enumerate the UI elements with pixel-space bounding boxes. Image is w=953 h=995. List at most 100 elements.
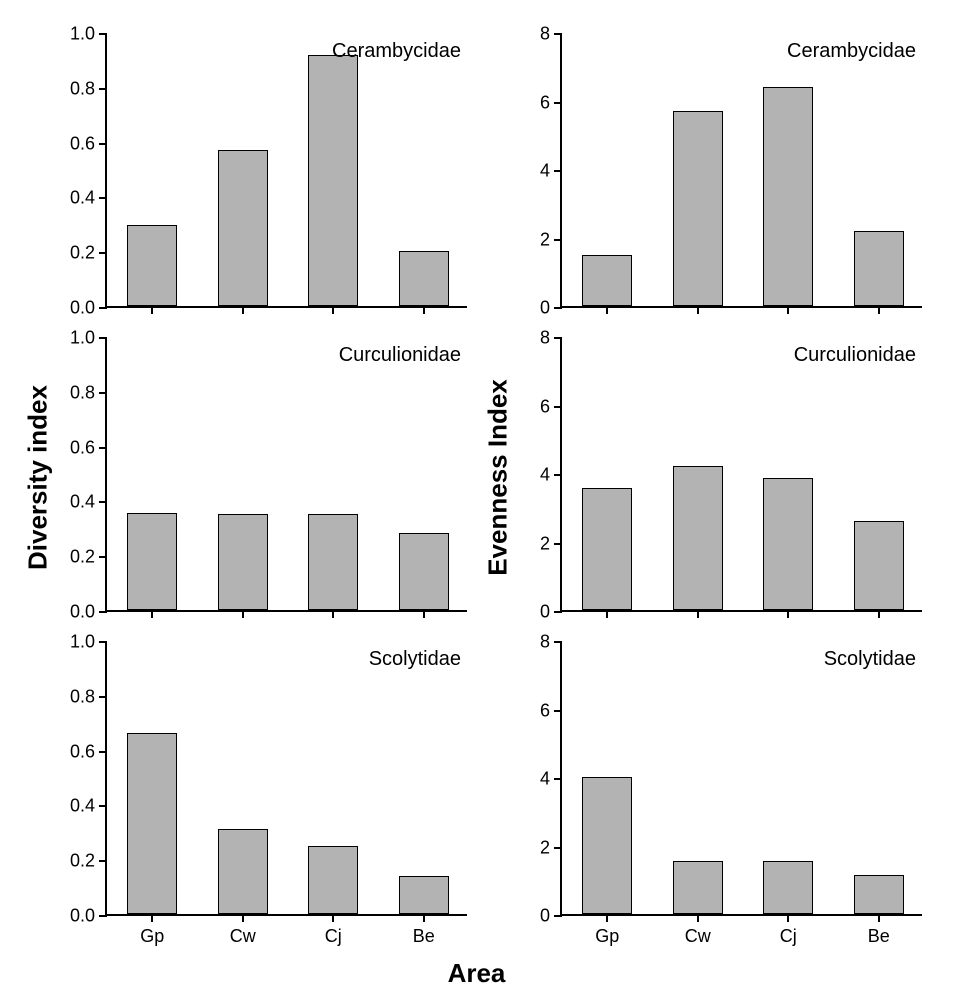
y-tick-label: 0.6 bbox=[70, 133, 107, 154]
y-tick-label: 0.0 bbox=[70, 906, 107, 927]
y-tick-label: 0.2 bbox=[70, 547, 107, 568]
y-axis-title-left: Diversity index bbox=[23, 378, 54, 578]
y-tick-label: 0.4 bbox=[70, 796, 107, 817]
bar-Cj bbox=[763, 478, 813, 610]
y-tick-label: 4 bbox=[540, 161, 562, 182]
y-tick-label: 0.6 bbox=[70, 437, 107, 458]
panel-label: Cerambycidae bbox=[787, 40, 916, 63]
x-tick-label: Gp bbox=[140, 914, 164, 947]
panel-label: Cerambycidae bbox=[332, 40, 461, 63]
plot-area: 02468 bbox=[560, 34, 922, 308]
y-tick-label: 1.0 bbox=[70, 328, 107, 349]
y-tick-label: 0 bbox=[540, 602, 562, 623]
y-tick-label: 0.4 bbox=[70, 492, 107, 513]
y-tick-label: 0 bbox=[540, 298, 562, 319]
y-tick-label: 6 bbox=[540, 396, 562, 417]
x-tick-label: Cw bbox=[685, 914, 711, 947]
x-tick bbox=[697, 610, 699, 618]
x-tick bbox=[423, 306, 425, 314]
x-tick-label: Be bbox=[868, 914, 890, 947]
x-tick-label: Cj bbox=[325, 914, 342, 947]
x-tick bbox=[787, 306, 789, 314]
bar-Cj bbox=[308, 55, 358, 306]
y-tick-label: 0.4 bbox=[70, 188, 107, 209]
y-tick-label: 6 bbox=[540, 92, 562, 113]
x-tick bbox=[423, 610, 425, 618]
plot-area: 0.00.20.40.60.81.0GpCwCjBe bbox=[105, 642, 467, 916]
y-tick-label: 2 bbox=[540, 229, 562, 250]
x-tick bbox=[878, 306, 880, 314]
y-tick-label: 0.8 bbox=[70, 686, 107, 707]
y-tick-label: 0.0 bbox=[70, 602, 107, 623]
plot-area: 02468GpCwCjBe bbox=[560, 642, 922, 916]
y-tick-label: 2 bbox=[540, 837, 562, 858]
x-tick bbox=[606, 610, 608, 618]
bar-Cj bbox=[308, 846, 358, 915]
y-tick-label: 4 bbox=[540, 769, 562, 790]
bar-Gp bbox=[582, 255, 632, 306]
bar-Cj bbox=[308, 514, 358, 610]
panel-div_ceramb: 0.00.20.40.60.81.0Cerambycidae bbox=[105, 34, 467, 308]
plot-area: 02468 bbox=[560, 338, 922, 612]
x-tick bbox=[151, 610, 153, 618]
y-tick-label: 0.8 bbox=[70, 382, 107, 403]
y-tick-label: 0.6 bbox=[70, 741, 107, 762]
x-tick bbox=[606, 306, 608, 314]
y-tick-label: 8 bbox=[540, 328, 562, 349]
panel-even_scolyt: 02468GpCwCjBeScolytidae bbox=[560, 642, 922, 916]
y-tick-label: 4 bbox=[540, 465, 562, 486]
bar-Cw bbox=[218, 150, 268, 306]
x-tick bbox=[697, 306, 699, 314]
bar-Cj bbox=[763, 87, 813, 306]
panel-div_curcul: 0.00.20.40.60.81.0Curculionidae bbox=[105, 338, 467, 612]
bar-Gp bbox=[127, 733, 177, 914]
x-tick bbox=[242, 610, 244, 618]
panel-label: Curculionidae bbox=[339, 344, 461, 367]
x-tick bbox=[242, 306, 244, 314]
x-tick bbox=[332, 306, 334, 314]
x-tick bbox=[787, 610, 789, 618]
y-tick-label: 0.2 bbox=[70, 851, 107, 872]
figure-root: Diversity index Evenness Index Area 0.00… bbox=[0, 0, 953, 995]
bar-Be bbox=[399, 251, 449, 306]
bar-Gp bbox=[582, 488, 632, 610]
bar-Gp bbox=[582, 777, 632, 914]
y-tick-label: 8 bbox=[540, 24, 562, 45]
bar-Cw bbox=[673, 111, 723, 306]
x-tick-label: Be bbox=[413, 914, 435, 947]
panel-label: Scolytidae bbox=[369, 648, 461, 671]
panel-div_scolyt: 0.00.20.40.60.81.0GpCwCjBeScolytidae bbox=[105, 642, 467, 916]
bar-Be bbox=[854, 231, 904, 306]
panel-even_curcul: 02468Curculionidae bbox=[560, 338, 922, 612]
bar-Be bbox=[399, 533, 449, 610]
bar-Cw bbox=[218, 514, 268, 610]
bar-Gp bbox=[127, 225, 177, 306]
y-tick-label: 1.0 bbox=[70, 24, 107, 45]
x-tick bbox=[332, 610, 334, 618]
x-axis-title: Area bbox=[0, 958, 953, 989]
y-tick-label: 2 bbox=[540, 533, 562, 554]
x-tick-label: Cw bbox=[230, 914, 256, 947]
plot-area: 0.00.20.40.60.81.0 bbox=[105, 338, 467, 612]
plot-area: 0.00.20.40.60.81.0 bbox=[105, 34, 467, 308]
y-tick-label: 0.0 bbox=[70, 298, 107, 319]
bar-Gp bbox=[127, 513, 177, 610]
y-tick-label: 1.0 bbox=[70, 632, 107, 653]
panel-label: Curculionidae bbox=[794, 344, 916, 367]
bar-Be bbox=[854, 875, 904, 914]
y-axis-title-right: Evenness Index bbox=[483, 378, 514, 578]
panel-even_ceramb: 02468Cerambycidae bbox=[560, 34, 922, 308]
y-tick-label: 0 bbox=[540, 906, 562, 927]
x-tick-label: Cj bbox=[780, 914, 797, 947]
bar-Be bbox=[399, 876, 449, 914]
bar-Cw bbox=[673, 861, 723, 914]
y-tick-label: 0.8 bbox=[70, 78, 107, 99]
x-tick bbox=[878, 610, 880, 618]
bar-Cj bbox=[763, 861, 813, 914]
y-tick-label: 8 bbox=[540, 632, 562, 653]
y-tick-label: 6 bbox=[540, 700, 562, 721]
x-tick bbox=[151, 306, 153, 314]
x-tick-label: Gp bbox=[595, 914, 619, 947]
bar-Cw bbox=[673, 466, 723, 610]
bar-Cw bbox=[218, 829, 268, 914]
